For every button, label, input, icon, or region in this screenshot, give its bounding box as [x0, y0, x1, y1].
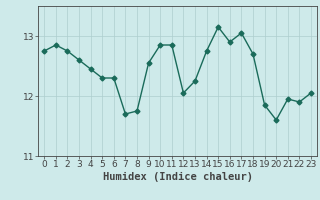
X-axis label: Humidex (Indice chaleur): Humidex (Indice chaleur) — [103, 172, 252, 182]
